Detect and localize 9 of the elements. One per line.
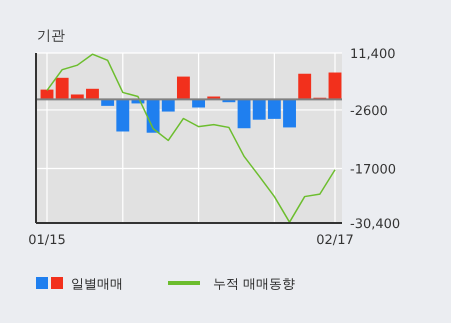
y-tick-label: -30,400 (350, 217, 400, 232)
x-tick-label: 02/17 (316, 233, 354, 248)
legend-label: 누적 매매동향 (213, 277, 296, 292)
y-tick-label: -2600 (350, 104, 388, 119)
y-tick-label: -17000 (350, 162, 396, 178)
x-tick-label: 01/15 (28, 233, 66, 248)
legend-label: 일별매매 (71, 277, 123, 292)
chart-title: 기관 (37, 28, 65, 44)
y-tick-label: 11,400 (350, 47, 396, 62)
